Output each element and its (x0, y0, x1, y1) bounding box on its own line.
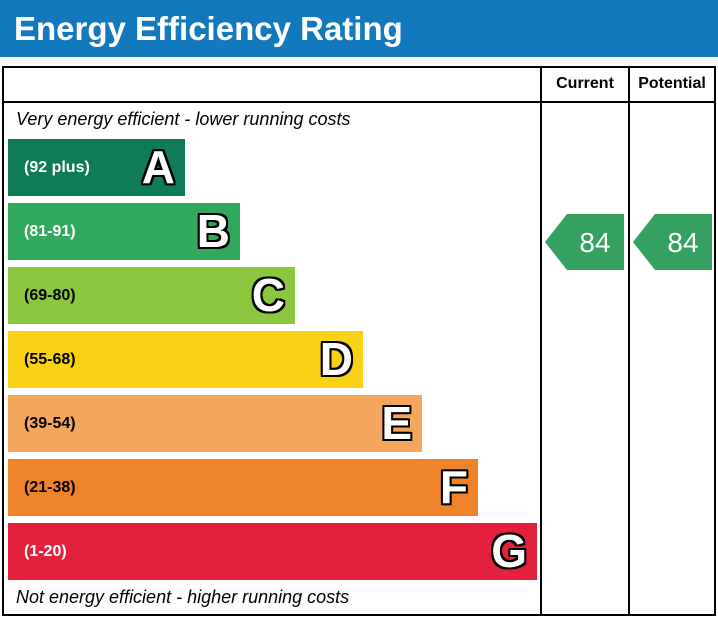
rating-band-row: (21-38) F (8, 459, 478, 516)
title-bar: Energy Efficiency Rating (0, 0, 718, 57)
band-letter: G (491, 524, 527, 577)
band-range-label: (39-54) (24, 414, 76, 432)
band-letter: B (196, 204, 230, 257)
potential-column-divider (628, 66, 630, 616)
band-range-label: (81-91) (24, 222, 76, 240)
rating-band-row: (69-80) C (8, 267, 295, 324)
band-range-label: (55-68) (24, 350, 76, 368)
band-letter: F (439, 460, 468, 513)
band-bar: (21-38) F (8, 459, 478, 516)
header-row-separator (2, 101, 716, 103)
band-range-label: (69-80) (24, 286, 76, 304)
bottom-caption: Not energy efficient - higher running co… (16, 587, 350, 607)
potential-arrow-shape (633, 214, 712, 270)
band-letter: E (381, 396, 412, 449)
top-caption: Very energy efficient - lower running co… (16, 109, 351, 129)
rating-band-row: (55-68) D (8, 331, 363, 388)
band-letter: C (251, 268, 285, 321)
band-bar: (92 plus) A (8, 139, 185, 196)
band-letter: A (141, 140, 175, 193)
band-range-label: (92 plus) (24, 158, 90, 176)
rating-band-row: (1-20) G (8, 523, 537, 580)
potential-rating-value: 84 (667, 227, 698, 258)
band-bar: (39-54) E (8, 395, 422, 452)
band-bar: (81-91) B (8, 203, 240, 260)
potential-rating-arrow: 84 (633, 214, 712, 270)
current-rating-value: 84 (579, 227, 610, 258)
band-range-label: (1-20) (24, 542, 67, 560)
current-column-divider (540, 66, 542, 616)
rating-band-row: (92 plus) A (8, 139, 185, 196)
band-letter: D (319, 332, 353, 385)
rating-band-row: (81-91) B (8, 203, 240, 260)
rating-band-row: (39-54) E (8, 395, 422, 452)
page-title: Energy Efficiency Rating (14, 9, 403, 47)
current-column-header: Current (556, 75, 614, 92)
band-bar: (1-20) G (8, 523, 537, 580)
band-bar: (69-80) C (8, 267, 295, 324)
band-bar: (55-68) D (8, 331, 363, 388)
band-range-label: (21-38) (24, 478, 76, 496)
potential-column-header: Potential (638, 75, 706, 92)
current-arrow-shape (545, 214, 624, 270)
current-rating-arrow: 84 (545, 214, 624, 270)
